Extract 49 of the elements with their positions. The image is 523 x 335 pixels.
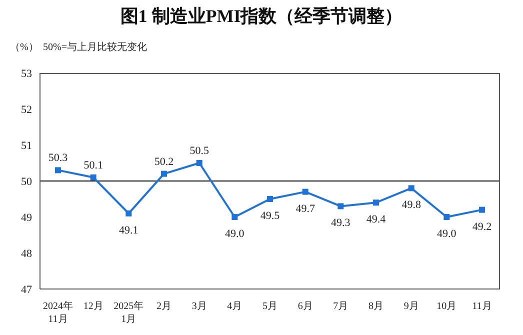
y-tick-label: 49 xyxy=(21,212,32,224)
y-tick-label: 50 xyxy=(21,176,32,188)
point xyxy=(267,196,273,202)
text: 49.7 xyxy=(296,202,315,215)
point xyxy=(161,170,167,177)
text: 49.0 xyxy=(225,228,244,240)
text: 50.5 xyxy=(190,145,209,157)
x-tick-label: 9月 xyxy=(404,301,419,312)
text: 49.0 xyxy=(437,228,456,240)
text: 49.3 xyxy=(331,217,350,230)
x-tick-label: 12月 xyxy=(83,301,104,312)
text: 50%=与上月比较无变化 xyxy=(43,40,147,54)
point xyxy=(90,174,96,180)
point xyxy=(444,214,450,220)
x-tick-label: 10月 xyxy=(436,301,457,312)
chart-title: 图1 制造业PMI指数（经季节调整） xyxy=(119,5,404,28)
x-tick-label: 7月 xyxy=(333,301,348,312)
x-tick-label: 8月 xyxy=(368,301,384,312)
point xyxy=(196,160,202,166)
x-tick-label: 3月 xyxy=(192,301,207,312)
text: 50.2 xyxy=(154,156,174,168)
point xyxy=(302,188,308,195)
y-tick-label: 52 xyxy=(21,104,32,116)
x-tick-label: 2024年 11月 xyxy=(43,300,73,325)
text: 49.1 xyxy=(119,224,138,236)
text: 49.5 xyxy=(260,210,280,222)
x-tick-label: 4月 xyxy=(227,301,242,312)
point xyxy=(373,200,379,206)
x-tick-label: 11月 xyxy=(472,301,492,312)
x-tick-label: 5月 xyxy=(262,301,278,312)
y-tick-label: 48 xyxy=(21,248,32,260)
x-tick-label: 6月 xyxy=(298,301,313,312)
point xyxy=(408,185,414,192)
text: 50.1 xyxy=(84,159,103,172)
y-tick-label: 51 xyxy=(21,140,32,152)
x-tick-label: 2025年 1月 xyxy=(114,300,144,325)
y-tick-label: 47 xyxy=(21,284,32,296)
point xyxy=(232,214,238,220)
point xyxy=(479,206,485,213)
point xyxy=(55,167,61,174)
text: 49.8 xyxy=(402,199,421,212)
point xyxy=(126,210,132,216)
text: 50.3 xyxy=(48,152,68,164)
x-tick-label: 2月 xyxy=(156,301,172,312)
y-axis-title: （%） xyxy=(10,41,38,54)
y-tick-label: 53 xyxy=(21,68,32,80)
text: 49.4 xyxy=(366,214,386,226)
text: 49.2 xyxy=(472,220,492,233)
point xyxy=(338,203,344,210)
